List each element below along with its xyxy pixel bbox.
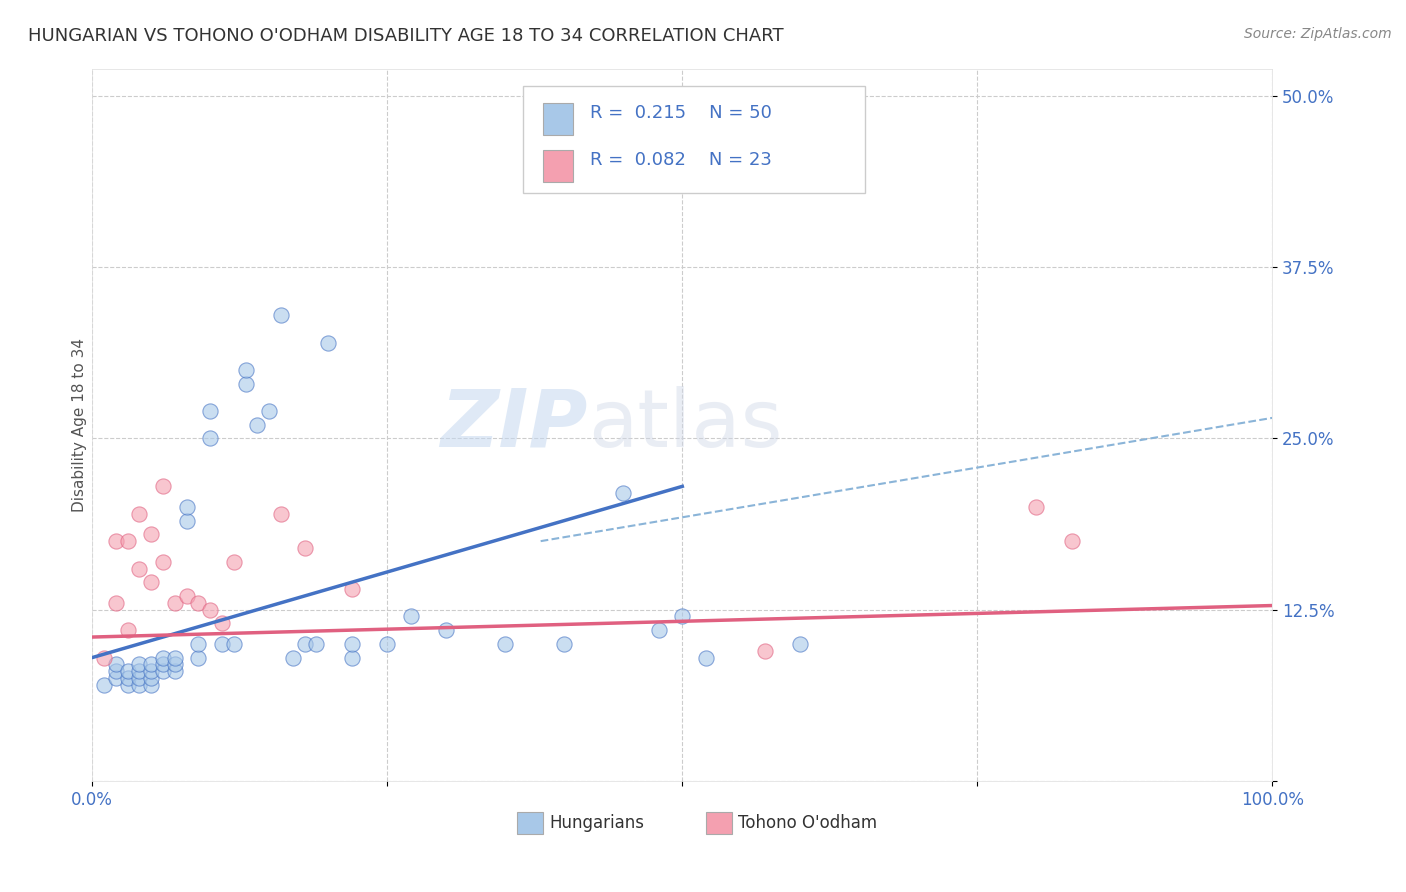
Point	[294, 637, 316, 651]
Point	[222, 637, 245, 651]
Point	[187, 637, 209, 651]
Point	[104, 657, 127, 672]
Point	[200, 602, 222, 616]
Point	[141, 527, 163, 541]
Point	[152, 555, 174, 569]
Point	[612, 486, 634, 500]
Point	[141, 665, 163, 679]
Point	[340, 637, 363, 651]
Text: R =  0.082    N = 23: R = 0.082 N = 23	[591, 151, 772, 169]
Point	[93, 650, 115, 665]
Point	[789, 637, 811, 651]
Point	[104, 534, 127, 549]
Point	[128, 678, 150, 692]
FancyBboxPatch shape	[523, 87, 865, 194]
Point	[305, 637, 328, 651]
Point	[163, 657, 186, 672]
Point	[187, 596, 209, 610]
Point	[200, 404, 222, 418]
Point	[176, 500, 198, 514]
Point	[104, 671, 127, 685]
Point	[211, 637, 233, 651]
Text: Source: ZipAtlas.com: Source: ZipAtlas.com	[1244, 27, 1392, 41]
Point	[152, 650, 174, 665]
Point	[163, 650, 186, 665]
Point	[163, 665, 186, 679]
Point	[434, 623, 457, 637]
Point	[235, 363, 257, 377]
Point	[222, 555, 245, 569]
Point	[494, 637, 516, 651]
Bar	[543, 103, 572, 135]
Point	[281, 650, 304, 665]
Point	[117, 623, 139, 637]
Point	[152, 479, 174, 493]
Point	[141, 678, 163, 692]
Point	[128, 665, 150, 679]
Point	[647, 623, 669, 637]
Point	[117, 671, 139, 685]
Point	[340, 582, 363, 596]
Point	[141, 671, 163, 685]
Point	[316, 335, 339, 350]
Point	[117, 665, 139, 679]
Point	[128, 507, 150, 521]
Point	[1025, 500, 1047, 514]
Point	[695, 650, 717, 665]
Point	[163, 596, 186, 610]
Text: atlas: atlas	[588, 385, 782, 464]
Point	[128, 561, 150, 575]
Point	[340, 650, 363, 665]
Bar	[543, 150, 572, 182]
Point	[141, 657, 163, 672]
Bar	[706, 812, 733, 834]
Point	[399, 609, 422, 624]
Point	[152, 657, 174, 672]
Point	[117, 678, 139, 692]
Point	[176, 589, 198, 603]
Point	[187, 650, 209, 665]
Point	[270, 507, 292, 521]
Point	[257, 404, 280, 418]
Point	[211, 616, 233, 631]
Point	[176, 514, 198, 528]
Point	[128, 657, 150, 672]
Text: ZIP: ZIP	[440, 385, 588, 464]
Point	[553, 637, 575, 651]
Point	[294, 541, 316, 555]
Point	[200, 431, 222, 445]
Point	[235, 376, 257, 391]
Point	[671, 609, 693, 624]
Point	[128, 671, 150, 685]
Point	[104, 596, 127, 610]
Point	[141, 575, 163, 590]
Point	[246, 417, 269, 432]
Y-axis label: Disability Age 18 to 34: Disability Age 18 to 34	[72, 338, 87, 512]
Text: R =  0.215    N = 50: R = 0.215 N = 50	[591, 103, 772, 122]
Point	[117, 534, 139, 549]
Point	[1060, 534, 1083, 549]
Text: HUNGARIAN VS TOHONO O'ODHAM DISABILITY AGE 18 TO 34 CORRELATION CHART: HUNGARIAN VS TOHONO O'ODHAM DISABILITY A…	[28, 27, 783, 45]
Text: Hungarians: Hungarians	[548, 814, 644, 832]
Point	[754, 644, 776, 658]
Point	[93, 678, 115, 692]
Point	[104, 665, 127, 679]
Point	[270, 308, 292, 322]
Point	[152, 665, 174, 679]
Point	[375, 637, 398, 651]
Text: Tohono O'odham: Tohono O'odham	[738, 814, 877, 832]
Bar	[517, 812, 543, 834]
